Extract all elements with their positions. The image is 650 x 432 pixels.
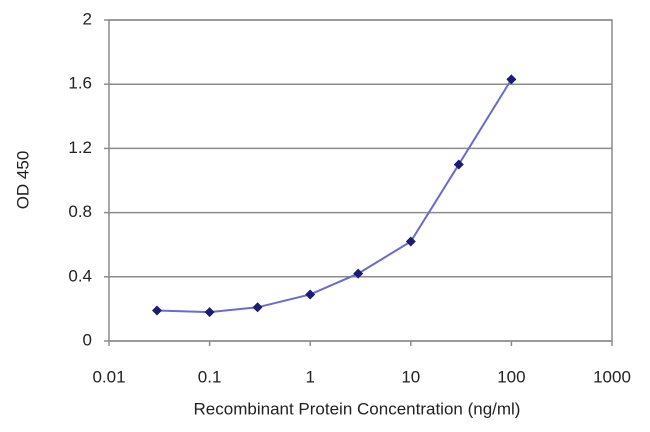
y-tick-label: 0 (83, 330, 92, 349)
data-point (353, 268, 364, 279)
x-tick-label: 0.1 (198, 367, 222, 386)
y-tick-label: 2 (83, 9, 92, 28)
x-tick-label: 0.01 (92, 367, 125, 386)
x-tick-label: 1000 (593, 367, 631, 386)
x-axis-label: Recombinant Protein Concentration (ng/ml… (194, 399, 521, 418)
data-point (405, 236, 416, 247)
y-tick-label: 1.6 (68, 74, 92, 93)
data-line (156, 78, 513, 314)
y-tick-label: 1.2 (68, 138, 92, 157)
plot-area (108, 19, 613, 342)
data-point (252, 302, 263, 313)
data-point (305, 289, 316, 300)
data-point (506, 74, 517, 85)
y-tick-label: 0.4 (68, 266, 92, 285)
data-point (453, 159, 464, 170)
y-tick-label: 0.8 (68, 202, 92, 221)
x-tick-label: 1 (305, 367, 314, 386)
x-tick-label: 10 (401, 367, 420, 386)
y-axis-label: OD 450 (13, 151, 32, 210)
data-point (204, 307, 215, 318)
x-tick-label: 100 (497, 367, 525, 386)
data-point (151, 305, 162, 316)
